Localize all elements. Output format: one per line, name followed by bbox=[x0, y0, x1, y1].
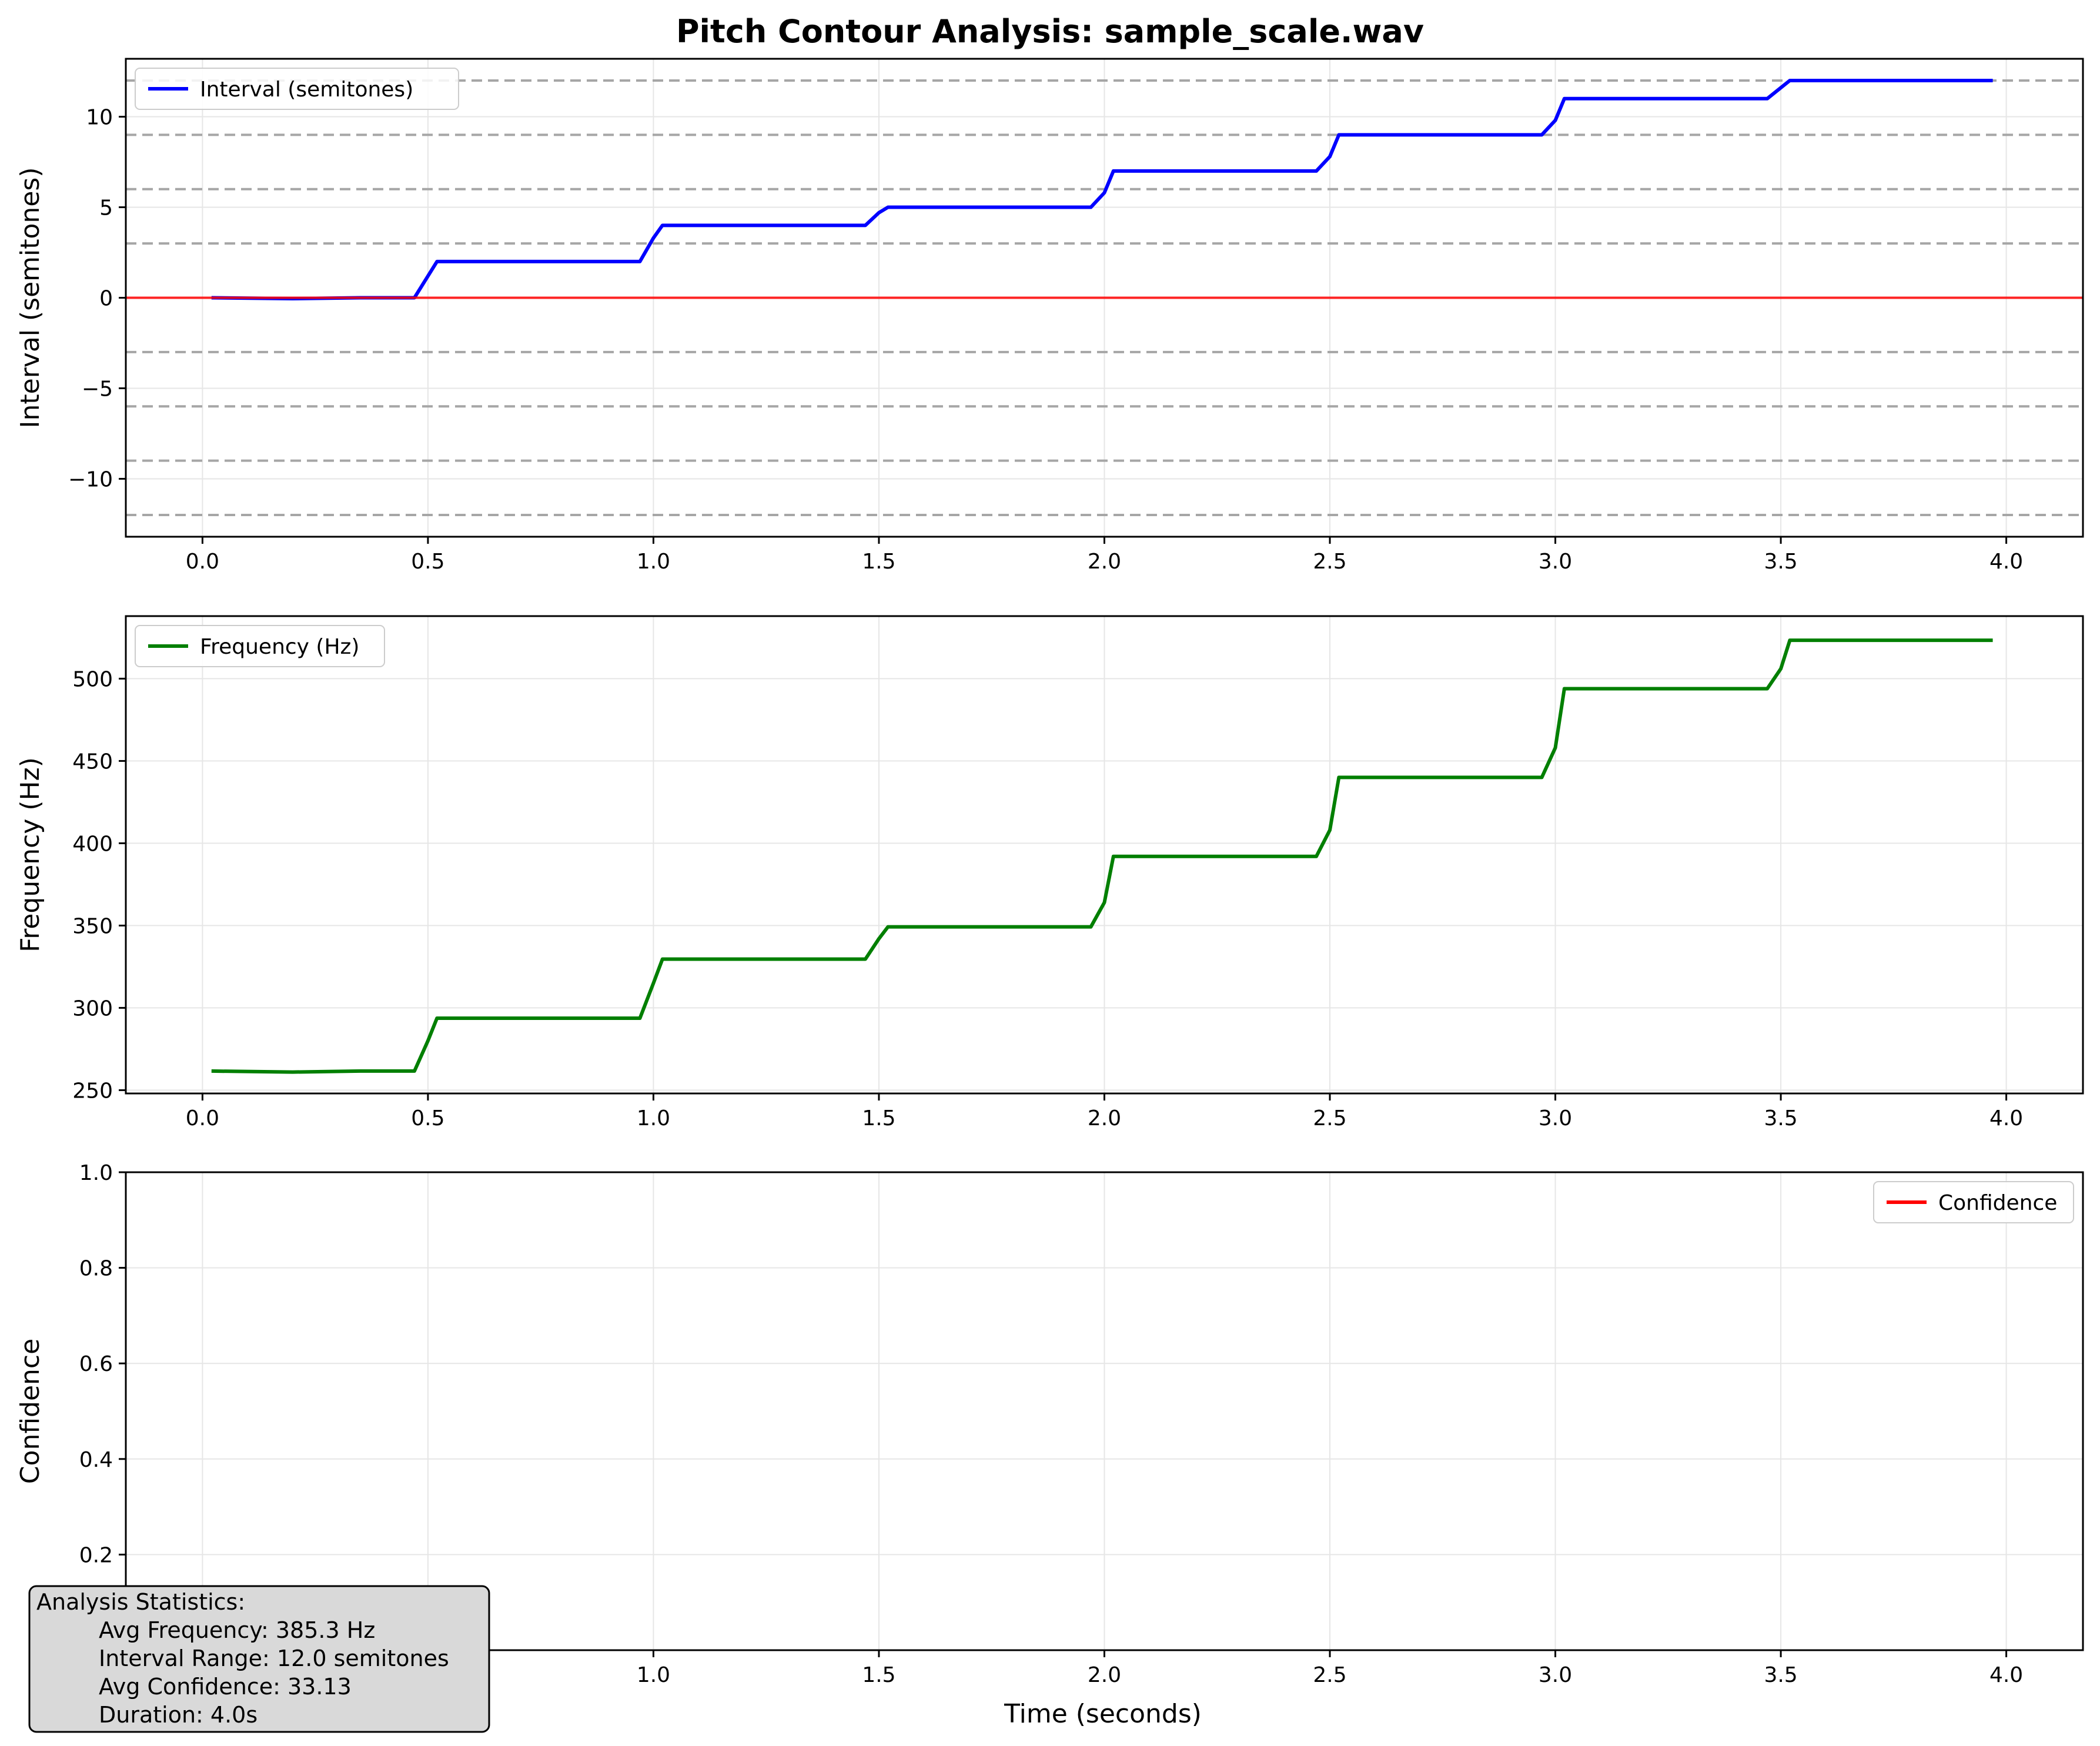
x-tick-label: 3.5 bbox=[1764, 550, 1797, 574]
y-tick-label: 350 bbox=[72, 914, 113, 938]
x-tick-label: 4.0 bbox=[1989, 550, 2023, 574]
stats-heading: Analysis Statistics: bbox=[36, 1589, 245, 1615]
y-tick-label: 0.6 bbox=[79, 1352, 113, 1376]
x-tick-label: 3.0 bbox=[1539, 1106, 1572, 1130]
x-tick-label: 1.0 bbox=[637, 1663, 670, 1687]
stats-line-avg-confidence: Avg Confidence: 33.13 bbox=[99, 1674, 352, 1700]
interval-series-line bbox=[211, 78, 1993, 301]
y-tick-label: 0.2 bbox=[79, 1543, 113, 1567]
x-tick-label: 2.5 bbox=[1313, 550, 1346, 574]
y-axis-label: Frequency (Hz) bbox=[15, 757, 45, 952]
legend-box bbox=[135, 68, 459, 110]
y-tick-label: 0.8 bbox=[79, 1257, 113, 1281]
y-axis-label: Interval (semitones) bbox=[15, 168, 45, 429]
stats-line-duration: Duration: 4.0s bbox=[99, 1702, 258, 1728]
x-tick-label: 0.0 bbox=[186, 550, 219, 574]
x-tick-label: 1.5 bbox=[862, 1106, 895, 1130]
interval-panel: 0.0 0.5 1.0 1.5 2.0 2.5 3.0 3.5 4.0 −10 −5 0 5 10 Inte… bbox=[15, 58, 2084, 574]
y-tick-label: −5 bbox=[82, 377, 113, 401]
x-axis-label: Time (seconds) bbox=[1004, 1699, 1202, 1729]
x-tick-label: 4.0 bbox=[1989, 1663, 2023, 1687]
legend-label: Confidence bbox=[1938, 1191, 2057, 1215]
legend-label: Interval (semitones) bbox=[200, 78, 413, 102]
legend-label: Frequency (Hz) bbox=[200, 635, 359, 659]
x-tick-label: 3.5 bbox=[1764, 1663, 1797, 1687]
y-tick-label: 250 bbox=[72, 1079, 113, 1103]
frequency-panel: 0.0 0.5 1.0 1.5 2.0 2.5 3.0 3.5 4.0 250 300 350 400 4… bbox=[15, 615, 2084, 1130]
y-tick-label: −10 bbox=[68, 467, 113, 491]
x-tick-label: 2.0 bbox=[1088, 1106, 1121, 1130]
x-tick-label: 2.0 bbox=[1088, 550, 1121, 574]
legend-box bbox=[135, 625, 385, 667]
y-tick-label: 1.0 bbox=[79, 1161, 113, 1185]
legend-box bbox=[1873, 1181, 2074, 1223]
x-tick-label: 0.5 bbox=[411, 1106, 444, 1130]
confidence-legend: Confidence bbox=[1873, 1181, 2074, 1223]
frequency-series-line bbox=[211, 638, 1993, 1074]
x-tick-label: 1.0 bbox=[637, 550, 670, 574]
y-tick-label: 10 bbox=[86, 106, 113, 130]
y-tick-label: 300 bbox=[72, 996, 113, 1021]
stats-line-interval-range: Interval Range: 12.0 semitones bbox=[99, 1645, 449, 1671]
x-tick-label: 0.0 bbox=[186, 1106, 219, 1130]
x-tick-label: 3.0 bbox=[1539, 550, 1572, 574]
x-tick-label: 1.0 bbox=[637, 1106, 670, 1130]
y-tick-label: 450 bbox=[72, 750, 113, 774]
stats-box: Analysis Statistics: Avg Frequency: 385.… bbox=[28, 1585, 490, 1733]
y-tick-label: 500 bbox=[72, 667, 113, 691]
y-tick-label: 400 bbox=[72, 832, 113, 856]
interval-legend: Interval (semitones) bbox=[135, 68, 459, 110]
x-tick-label: 1.5 bbox=[862, 550, 895, 574]
x-tick-label: 2.5 bbox=[1313, 1663, 1346, 1687]
x-tick-label: 4.0 bbox=[1989, 1106, 2023, 1130]
x-tick-label: 2.0 bbox=[1088, 1663, 1121, 1687]
x-tick-label: 3.0 bbox=[1539, 1663, 1572, 1687]
y-tick-label: 0 bbox=[99, 287, 113, 311]
y-axis-label: Confidence bbox=[15, 1339, 45, 1484]
y-tick-label: 5 bbox=[99, 196, 113, 220]
x-tick-label: 3.5 bbox=[1764, 1106, 1797, 1130]
x-tick-label: 0.5 bbox=[411, 550, 444, 574]
x-tick-label: 2.5 bbox=[1313, 1106, 1346, 1130]
stats-box-background bbox=[28, 1585, 490, 1733]
stats-line-avg-frequency: Avg Frequency: 385.3 Hz bbox=[99, 1617, 375, 1643]
frequency-legend: Frequency (Hz) bbox=[135, 625, 385, 667]
x-tick-label: 1.5 bbox=[862, 1663, 895, 1687]
figure-title: Pitch Contour Analysis: sample_scale.wav bbox=[676, 13, 1424, 50]
y-tick-label: 0.4 bbox=[79, 1448, 113, 1472]
